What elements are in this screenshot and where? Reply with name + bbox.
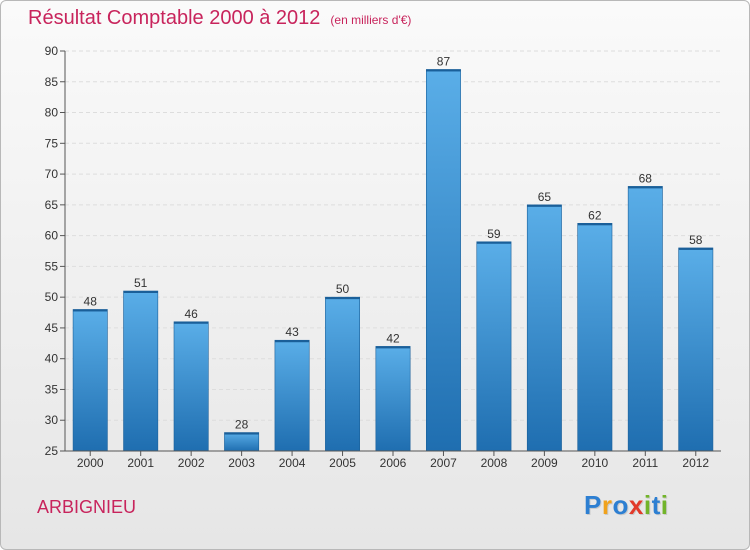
logo-letter: o [612, 490, 629, 520]
bar [123, 290, 159, 452]
data-label: 87 [437, 54, 451, 68]
x-tick-label: 2009 [531, 456, 558, 470]
bar [173, 321, 209, 452]
bar-top-edge [527, 204, 562, 207]
bar-top-edge [628, 186, 663, 189]
x-tick-label: 2010 [581, 456, 608, 470]
data-label: 42 [386, 331, 400, 345]
proxiti-logo: Proxiti [584, 490, 668, 521]
bar-top-edge [577, 223, 613, 226]
bars: 48 51 46 28 43 50 42 87 59 65 62 68 58 [72, 54, 714, 452]
y-tick-label: 65 [45, 198, 59, 212]
chart-title-main: Résultat Comptable 2000 à 2012 [28, 7, 321, 29]
x-tick-label: 2003 [228, 456, 255, 470]
logo-letter: t [651, 490, 661, 520]
data-label: 50 [336, 282, 350, 296]
x-tick-label: 2002 [178, 456, 205, 470]
chart-title-unit: (en milliers d'€) [330, 13, 412, 27]
x-tick-label: 2000 [77, 456, 104, 470]
chart-title: Résultat Comptable 2000 à 2012 (en millie… [28, 7, 411, 30]
x-tick-label: 2006 [380, 456, 407, 470]
data-label: 59 [487, 227, 501, 241]
axes: 25 30 35 40 45 50 55 60 65 70 75 80 85 90 2000 2001 2002… [45, 44, 721, 470]
y-tick-label: 80 [45, 106, 59, 120]
bar-top-edge [375, 346, 411, 349]
x-tick-label: 2011 [632, 456, 658, 470]
y-tick-label: 60 [45, 229, 59, 243]
x-tick-label: 2005 [329, 456, 356, 470]
bar [375, 346, 411, 452]
x-tick-label: 2012 [682, 456, 709, 470]
bar-top-edge [123, 291, 158, 293]
logo-letter: P [584, 490, 602, 520]
bar-top-edge [678, 247, 713, 250]
data-label: 58 [689, 233, 703, 247]
bar [476, 241, 512, 452]
bar-top-edge [325, 297, 360, 300]
bar-top-edge [274, 340, 310, 343]
y-tick-label: 30 [45, 413, 59, 427]
logo-letter: i [643, 490, 652, 520]
logo-letter: x [628, 490, 644, 520]
bar [274, 339, 310, 452]
data-label: 68 [639, 171, 653, 185]
data-label: 46 [184, 307, 198, 321]
bar [325, 296, 360, 452]
bar [426, 69, 461, 452]
bar [678, 247, 714, 452]
x-tick-label: 2004 [279, 456, 306, 470]
data-label: 28 [235, 418, 249, 432]
bar-top-edge [476, 241, 512, 244]
bar [72, 309, 108, 452]
data-label: 48 [84, 294, 98, 308]
commune-name: ARBIGNIEU [37, 497, 137, 517]
bar-top-edge [73, 309, 108, 312]
bar [526, 204, 562, 452]
bar-top-edge [173, 321, 209, 324]
data-label: 65 [538, 190, 552, 204]
y-tick-label: 85 [45, 75, 59, 89]
x-tick-label: 2008 [481, 456, 508, 470]
y-tick-label: 70 [45, 167, 59, 181]
bar [627, 186, 663, 452]
y-tick-label: 25 [45, 444, 59, 458]
bar [577, 223, 613, 452]
y-tick-label: 55 [45, 259, 59, 273]
bar-top-edge [426, 69, 461, 72]
data-label: 62 [588, 208, 602, 222]
y-tick-label: 50 [45, 290, 59, 304]
bar-top-edge [224, 432, 259, 435]
x-tick-label: 2007 [430, 456, 457, 470]
y-tick-label: 75 [45, 136, 59, 150]
logo-letter: i [660, 490, 669, 520]
logo-letter: r [601, 490, 613, 520]
bar [224, 432, 260, 452]
data-label: 43 [285, 325, 299, 339]
y-tick-label: 45 [45, 321, 59, 335]
y-tick-label: 35 [45, 382, 59, 396]
data-label: 51 [134, 276, 148, 290]
y-tick-label: 90 [45, 44, 59, 58]
y-tick-label: 40 [45, 352, 59, 366]
x-tick-label: 2001 [127, 456, 154, 470]
